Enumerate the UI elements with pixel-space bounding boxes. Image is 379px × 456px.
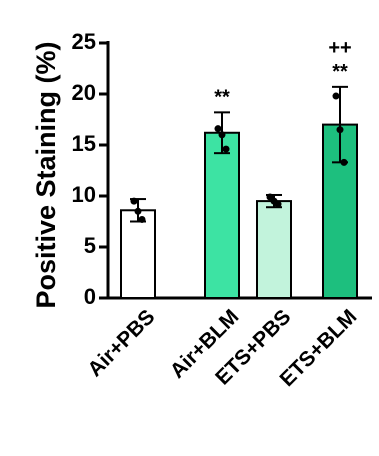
- data-point: [219, 131, 226, 138]
- bar: [205, 133, 239, 298]
- data-point: [337, 126, 344, 133]
- y-tick-label: 15: [72, 131, 96, 156]
- bar: [121, 210, 155, 298]
- significance-label: **: [214, 87, 230, 109]
- data-point: [223, 146, 230, 153]
- y-tick-label: 5: [84, 233, 96, 258]
- data-point: [341, 159, 348, 166]
- significance-label: **: [332, 61, 348, 83]
- data-point: [275, 201, 282, 208]
- data-point: [215, 125, 222, 132]
- x-tick-label: Air+PBS: [83, 305, 159, 381]
- data-point: [333, 93, 340, 100]
- y-tick-label: 25: [72, 29, 96, 54]
- y-tick-label: 10: [72, 182, 96, 207]
- y-tick-label: 0: [84, 284, 96, 309]
- chart: Positive Staining (%) 0 5 10 15 20 25 Air+PBS *…: [0, 0, 379, 456]
- significance-label: ++: [328, 37, 351, 59]
- data-point: [135, 208, 142, 215]
- data-point: [139, 216, 146, 223]
- data-point: [131, 198, 138, 205]
- bar: [257, 201, 291, 298]
- y-tick-label: 20: [72, 80, 96, 105]
- y-axis-label: Positive Staining (%): [31, 41, 61, 308]
